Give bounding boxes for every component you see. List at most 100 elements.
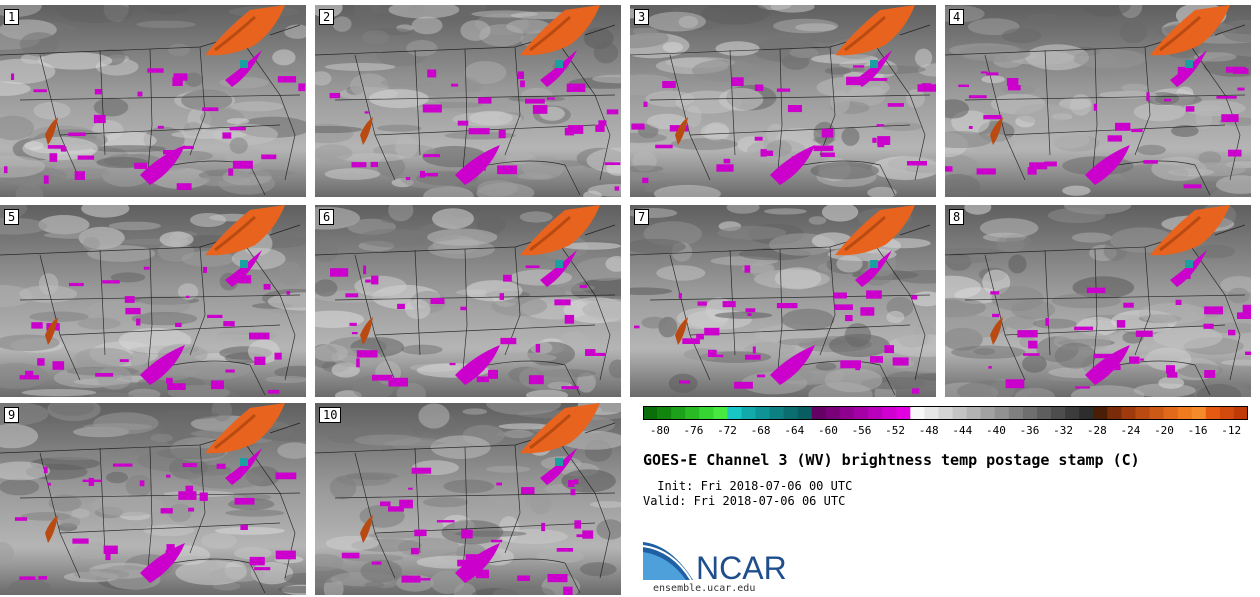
dry-air-sw — [360, 515, 373, 543]
logo-text: NCAR — [696, 550, 787, 582]
cold-cloud-top — [183, 145, 194, 149]
cold-cloud-top — [274, 352, 282, 360]
convection-se — [1085, 345, 1130, 385]
cold-cloud-top — [1164, 98, 1171, 102]
cold-cloud-top — [1093, 103, 1098, 111]
colorbar-tick-label: -40 — [985, 424, 1006, 437]
cold-cloud-top — [1006, 78, 1019, 87]
convection-ne — [540, 50, 577, 87]
cold-cloud-top — [238, 275, 252, 284]
cold-cloud-top — [745, 354, 761, 360]
logo-swoosh-white — [642, 545, 692, 581]
cold-cloud-top — [33, 89, 47, 93]
dry-air-sw — [990, 317, 1003, 345]
cold-cloud-top — [776, 88, 791, 92]
cold-cloud-top — [500, 337, 517, 345]
cold-cloud-top — [176, 183, 192, 190]
cold-cloud-top — [166, 544, 175, 551]
cold-cloud-top — [877, 136, 891, 145]
cold-cloud-top — [263, 283, 271, 290]
cold-cloud-top — [43, 466, 48, 474]
cold-cloud-top — [488, 369, 498, 379]
cold-cloud-top — [990, 291, 1000, 295]
cold-cloud-top — [1228, 329, 1236, 336]
cold-cloud-top — [503, 274, 512, 282]
wv-map — [315, 5, 621, 197]
cold-cloud-top — [397, 303, 405, 309]
cold-cloud-top — [983, 115, 1002, 120]
cold-cloud-top — [298, 83, 306, 92]
convection-se — [455, 145, 500, 185]
cold-cloud-top — [631, 123, 645, 130]
panel-number: 5 — [4, 209, 20, 225]
cold-cloud-top — [125, 307, 141, 315]
colorbar-tick-label: -20 — [1154, 424, 1174, 437]
colorbar-bin — [994, 406, 1010, 420]
colorbar-tick-label: -72 — [717, 424, 737, 437]
cold-cloud-top — [199, 492, 208, 501]
wv-map — [945, 5, 1251, 197]
cold-cloud-top — [102, 280, 120, 284]
cold-cloud-top — [43, 175, 49, 184]
cold-cloud-top — [370, 161, 378, 168]
colorbar-bin — [1149, 406, 1165, 420]
cold-cloud-top — [363, 265, 367, 275]
cold-cloud-top — [185, 485, 194, 492]
very-cold-top — [240, 458, 248, 466]
cold-cloud-top — [634, 325, 640, 329]
cold-cloud-top — [1005, 379, 1025, 389]
very-cold-top — [870, 260, 878, 268]
cold-cloud-top — [112, 463, 133, 467]
cold-cloud-top — [525, 265, 540, 268]
cold-cloud-top — [1185, 106, 1195, 112]
cold-cloud-top — [986, 72, 999, 76]
cold-cloud-top — [147, 68, 164, 73]
cold-cloud-top — [732, 77, 744, 86]
panel-number: 3 — [634, 9, 650, 25]
colorbar-tick-label: -68 — [750, 424, 771, 437]
colorbar-bin — [882, 406, 897, 420]
member-panel-6: 6 — [315, 205, 621, 397]
cold-cloud-top — [561, 386, 579, 390]
cold-cloud-top — [1242, 304, 1251, 314]
cold-cloud-top — [877, 142, 885, 148]
colorbar-bin — [699, 406, 714, 420]
cold-cloud-top — [134, 162, 148, 169]
cold-cloud-top — [19, 576, 36, 580]
ncar-logo: NCAR — [642, 542, 787, 582]
cold-cloud-top — [520, 80, 525, 88]
cold-cloud-top — [74, 171, 85, 180]
cold-cloud-top — [188, 507, 195, 512]
cold-cloud-top — [833, 292, 847, 299]
cold-cloud-top — [554, 299, 571, 306]
member-panel-7: 7 — [630, 205, 936, 397]
cold-cloud-top — [722, 301, 736, 308]
cold-cloud-top — [186, 295, 190, 298]
cold-cloud-top — [1123, 302, 1134, 308]
cold-cloud-top — [517, 71, 524, 79]
cold-cloud-top — [371, 275, 379, 285]
cold-cloud-top — [870, 356, 883, 363]
colorbar-bin — [868, 406, 883, 420]
colorbar-bin — [727, 406, 742, 420]
cold-cloud-top — [547, 574, 568, 583]
convection-se — [770, 145, 815, 185]
convection-ne — [1170, 250, 1207, 287]
cold-cloud-top — [37, 358, 45, 366]
colorbar-bin — [896, 406, 911, 420]
cold-cloud-top — [166, 377, 173, 384]
cold-cloud-top — [744, 265, 751, 273]
cold-cloud-top — [137, 91, 143, 97]
cold-cloud-top — [1029, 162, 1048, 170]
cold-cloud-top — [980, 71, 988, 74]
cold-cloud-top — [1131, 129, 1143, 133]
colorbar-tick-label: -60 — [817, 424, 838, 437]
cold-cloud-top — [911, 295, 918, 300]
cold-cloud-top — [563, 586, 573, 595]
boundaries — [0, 224, 301, 396]
cold-cloud-top — [249, 556, 265, 566]
cold-cloud-top — [14, 517, 28, 521]
cold-cloud-top — [595, 124, 605, 132]
cold-cloud-top — [820, 152, 835, 157]
colorbar-tick-label: -12 — [1221, 424, 1242, 437]
